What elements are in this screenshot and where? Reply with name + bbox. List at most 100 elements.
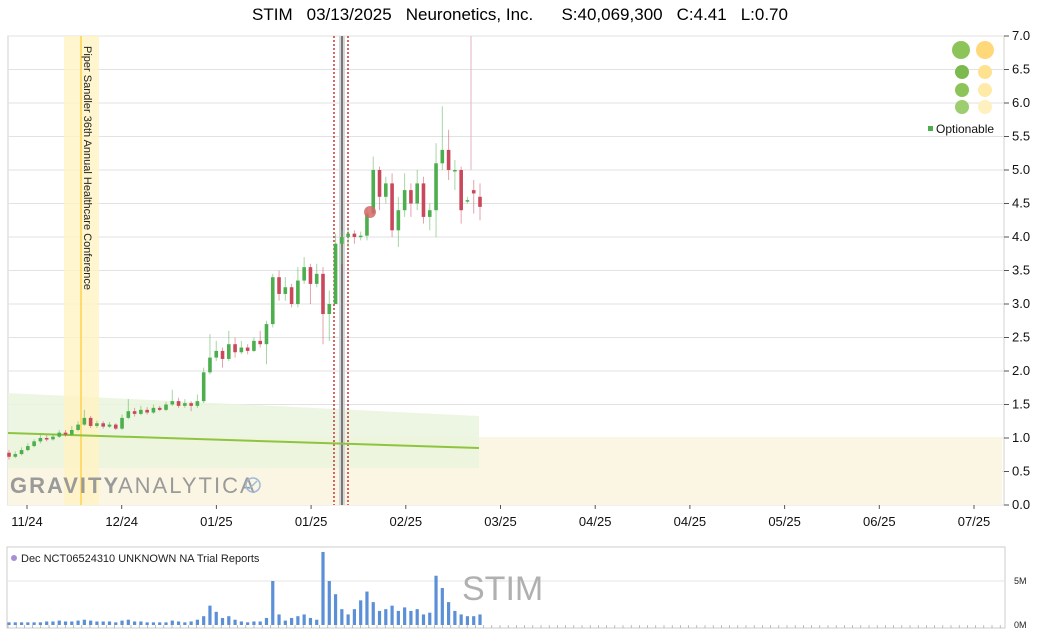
candle-body (120, 417, 124, 429)
candle-body (88, 417, 93, 426)
candle-body (151, 407, 156, 413)
candle (26, 443, 30, 452)
candle-body (314, 273, 319, 284)
volume-legend: Dec NCT06524310 UNKNOWN NA Trial Reports (21, 553, 260, 565)
candle-body (340, 237, 344, 244)
candle-body (7, 452, 11, 457)
indicator-dot (976, 41, 994, 59)
candle (390, 173, 394, 237)
candle-body (220, 350, 225, 359)
volume-bar (233, 619, 237, 625)
volume-bar (26, 622, 30, 625)
candle-body (365, 213, 369, 236)
logo-light: ANALYTICA (118, 473, 257, 498)
candle-body (126, 411, 131, 418)
volume-bar (82, 619, 86, 625)
volume-bar (409, 610, 413, 625)
candle-body (453, 170, 457, 172)
event-label: Piper Sandler 36th Annual Healthcare Con… (81, 46, 93, 290)
volume-bar (51, 621, 55, 625)
candle (233, 337, 237, 358)
volume-bar (346, 614, 350, 625)
close-stat: C:4.41 (676, 5, 727, 24)
candle (44, 435, 49, 442)
volume-bar (227, 616, 231, 625)
candle-body (409, 190, 413, 204)
candle-body (440, 149, 445, 164)
optionable-icon (928, 126, 933, 131)
candle (371, 156, 376, 217)
volume-bar (32, 622, 36, 625)
candle-body (82, 417, 87, 425)
volume-bar (340, 609, 344, 625)
volume-bar (421, 614, 426, 625)
candle-body (145, 409, 149, 413)
candle (427, 203, 432, 231)
volume-bar (70, 621, 74, 625)
volume-bar (453, 610, 457, 625)
volume-bar (384, 609, 388, 625)
status-indicator: Optionable (928, 41, 994, 136)
volume-bar (45, 621, 49, 625)
x-tick-label: 03/25 (484, 514, 517, 529)
candle-body (333, 243, 338, 304)
candle (415, 170, 419, 211)
logo-bold: GRAVITY (10, 473, 120, 498)
candle-body (201, 372, 206, 402)
date-axis: 11/24 12/24 01/25 01/25 02/25 03/25 04/25 04/25… (11, 505, 990, 529)
candle-body (164, 404, 168, 410)
candle-body (233, 344, 237, 353)
volume-bar (459, 614, 463, 625)
x-tick-label: 01/25 (295, 514, 328, 529)
volume-frame (6, 546, 1006, 629)
candle (183, 399, 187, 408)
candle-body (214, 350, 219, 358)
candle-body (446, 149, 451, 170)
volume-bar (252, 621, 256, 625)
event-dot (364, 206, 376, 218)
gravity-analytica-logo: GRAVITY ANALYTICA (10, 473, 261, 498)
volume-bar (57, 620, 61, 625)
candle (132, 407, 137, 417)
volume-bar (176, 621, 181, 625)
candle-body (465, 200, 470, 202)
volume-bar (76, 620, 80, 625)
candle (340, 230, 344, 264)
candle-body (371, 170, 376, 214)
candle-body (478, 196, 482, 207)
candle-body (384, 183, 388, 197)
x-tick-label: 05/25 (768, 514, 801, 529)
volume-bar (7, 622, 11, 625)
candle (252, 337, 256, 353)
volume-bar (239, 621, 243, 625)
y-tick-label: 3.0 (1012, 296, 1030, 311)
candle-body (183, 403, 187, 406)
candle (208, 334, 212, 375)
volume-bar (428, 612, 432, 625)
indicator-dot (955, 83, 969, 97)
volume-bar (365, 591, 369, 625)
candle-series (7, 106, 482, 460)
x-tick-label: 02/25 (390, 514, 423, 529)
candle (434, 143, 438, 237)
volume-bar (133, 621, 137, 625)
candle (264, 320, 269, 365)
candle (446, 129, 451, 181)
volume-bar (333, 594, 338, 625)
volume-bar (89, 620, 93, 625)
candle (151, 404, 156, 414)
ticker-watermark: STIM (462, 570, 543, 608)
y-tick-label: 5.0 (1012, 162, 1030, 177)
rocket-icon (245, 477, 261, 493)
candle-body (70, 429, 74, 435)
candle-body (170, 401, 175, 405)
volume-bar (189, 621, 193, 625)
candle (258, 330, 262, 348)
candle-body (239, 347, 244, 353)
header-date: 03/13/2025 (306, 5, 392, 24)
candle (101, 421, 105, 429)
candle-body (396, 210, 401, 231)
candle (396, 196, 401, 248)
x-tick-label: 04/25 (674, 514, 707, 529)
